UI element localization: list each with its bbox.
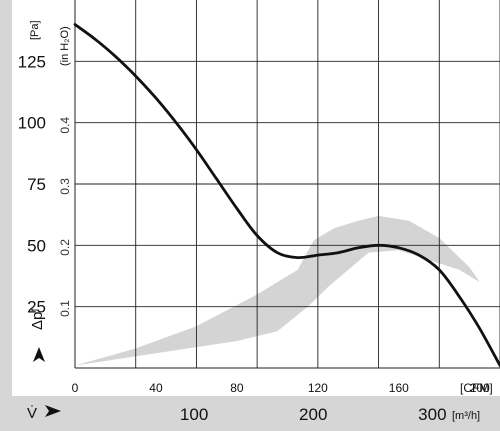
y-tick-label-inh2o: 0.3: [58, 178, 72, 195]
x-tick-label-m3h: 300: [418, 405, 446, 424]
unit-cfm: [CFM]: [460, 381, 493, 395]
y-axis-symbol: Δpᶠ: [29, 308, 46, 330]
y-tick-label-inh2o: 0.2: [58, 239, 72, 256]
x-tick-label-cfm: 200: [470, 381, 490, 395]
x-tick-label-cfm: 0: [72, 381, 79, 395]
unit-m3h: [m³/h]: [452, 410, 480, 422]
bottom-axis-band: [0, 396, 500, 431]
y-tick-label-pa: 100: [18, 114, 46, 133]
y-tick-label-pa: 75: [27, 175, 46, 194]
unit-inh2o: (in H₂O): [59, 26, 71, 66]
fan-performance-curve: [73, 23, 500, 367]
y-tick-label-pa: 25: [27, 298, 46, 317]
y-tick-label-pa: 50: [27, 236, 46, 255]
x-tick-label-m3h: 200: [299, 405, 327, 424]
operating-region: [75, 215, 480, 366]
y-axis-arrow: [33, 347, 45, 362]
x-tick-label-cfm: 40: [149, 381, 163, 395]
x-tick-label-cfm: 120: [308, 381, 328, 395]
y-tick-label-inh2o: 0.1: [58, 300, 72, 317]
y-tick-label-inh2o: 0.4: [58, 117, 72, 134]
x-axis-symbol: V̇: [27, 405, 37, 422]
x-tick-label-cfm: 160: [389, 381, 409, 395]
x-tick-label-cfm: 80: [230, 381, 244, 395]
unit-pa: [Pa]: [29, 20, 41, 40]
x-axis-arrow: [45, 405, 61, 417]
x-tick-label-m3h: 100: [180, 405, 208, 424]
left-axis-band: [0, 0, 12, 431]
y-tick-label-pa: 125: [18, 52, 46, 71]
